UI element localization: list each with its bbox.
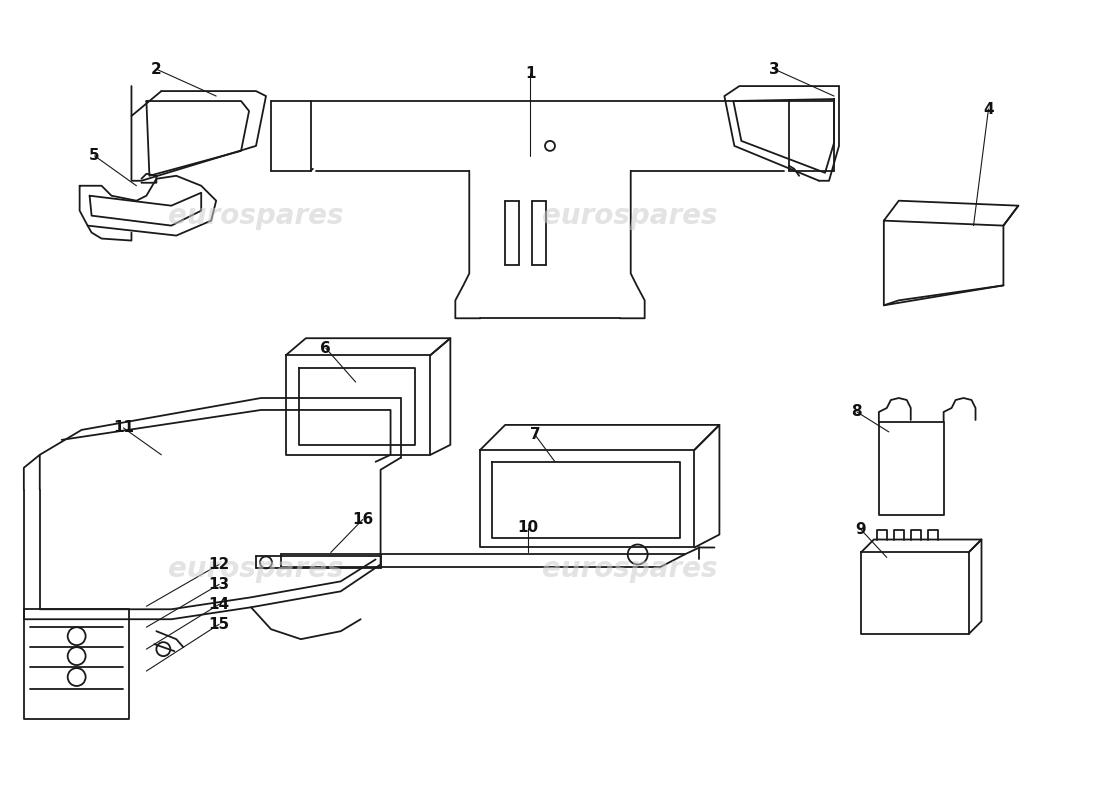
- Text: 10: 10: [517, 520, 539, 535]
- Text: 3: 3: [769, 62, 780, 77]
- Text: 7: 7: [530, 427, 540, 442]
- Text: 11: 11: [113, 421, 134, 435]
- Text: eurospares: eurospares: [542, 202, 717, 230]
- Text: eurospares: eurospares: [168, 555, 344, 583]
- Text: eurospares: eurospares: [168, 202, 344, 230]
- Text: 5: 5: [89, 148, 100, 163]
- Text: 12: 12: [209, 557, 230, 572]
- Text: 16: 16: [352, 512, 373, 527]
- Text: 6: 6: [320, 341, 331, 356]
- Text: 14: 14: [209, 597, 230, 612]
- Text: 1: 1: [525, 66, 536, 81]
- Text: 8: 8: [851, 405, 862, 419]
- Text: 13: 13: [209, 577, 230, 592]
- Text: 4: 4: [983, 102, 993, 117]
- Text: 2: 2: [151, 62, 162, 77]
- Text: eurospares: eurospares: [542, 555, 717, 583]
- Text: 9: 9: [856, 522, 866, 537]
- Text: 15: 15: [209, 617, 230, 632]
